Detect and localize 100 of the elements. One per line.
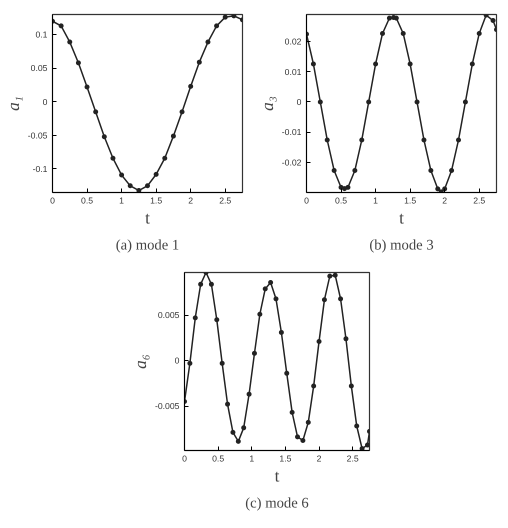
point [241,425,246,430]
point [345,184,350,190]
point [449,168,454,173]
y-tick-label: -0.02 [282,157,302,168]
x-axis-title: t [399,208,404,228]
point [327,274,332,279]
point [414,99,420,104]
point [324,138,330,142]
text: (c) mode 6 [245,496,309,512]
y-axis-title: a₃ [258,96,277,111]
x-tick-label: 0.5 [81,196,94,206]
y-tick-label: 0 [296,96,302,107]
point [400,31,406,36]
point [222,14,228,20]
point [435,186,440,192]
point [332,272,338,278]
y-tick-label: 0.02 [284,36,302,47]
point [188,84,194,89]
point [246,392,252,397]
y-tick-label: 0.005 [158,310,180,320]
x-tick-label: 0 [50,196,56,206]
point [428,168,434,173]
x-tick-label: 0 [304,196,310,206]
point [364,442,370,448]
point [462,99,468,104]
point [230,430,236,435]
point [306,420,311,425]
point [311,384,316,389]
y-tick-label: -0.05 [28,130,48,140]
point [338,296,344,302]
x-tick-label: 1 [249,454,254,464]
point [490,18,496,24]
y-axis-title: a₁ [4,96,23,111]
y-tick-label: 0.1 [35,30,48,40]
point [128,183,133,188]
y-tick-label: 0 [42,96,48,107]
point [192,315,198,320]
y-axis-title: a₆ [130,354,150,369]
point [290,410,295,415]
point [262,286,268,292]
point [373,61,378,66]
point [214,23,220,28]
point [318,99,323,104]
point [170,134,176,139]
point [162,156,168,161]
point [354,423,360,428]
point [205,40,210,45]
point [394,16,399,21]
point [366,99,372,104]
point [180,109,185,114]
point [273,296,278,302]
point [67,40,72,45]
point [300,438,306,444]
point [252,350,257,356]
point [225,402,230,407]
point [76,60,81,66]
point [196,60,202,65]
point [352,168,358,173]
point [214,317,220,322]
x-tick-label: 2.5 [346,454,359,464]
point [456,138,461,142]
point [208,282,214,287]
point [322,297,327,302]
point [220,360,225,366]
point [316,339,322,344]
point [58,23,64,28]
point [231,14,236,18]
point [476,31,482,36]
point [119,172,124,178]
point [408,61,413,66]
x-tick-label: 0.5 [335,196,348,206]
x-tick-label: 1 [373,196,378,206]
y-tick-label: 0.01 [284,66,302,77]
point [380,31,385,36]
point [93,109,98,114]
point [136,188,142,192]
y-tick-label: 0 [174,356,180,366]
y-tick-label: -0.1 [32,164,48,174]
x-tick-label: 1.5 [150,196,162,206]
point [145,183,150,188]
point [360,446,365,450]
point [84,84,90,90]
point [236,438,241,444]
x-tick-label: 2.5 [219,196,232,206]
point [110,156,116,161]
x-tick-label: 0 [182,454,188,464]
text: (b) mode 3 [369,238,434,254]
point [278,330,284,335]
point [348,384,354,389]
point [470,61,475,66]
point [187,360,192,366]
x-tick-label: 2.5 [473,196,486,206]
x-tick-label: 2 [316,454,322,464]
text: (a) mode 1 [116,238,180,254]
point [154,172,159,177]
point [295,434,300,440]
point [268,280,274,285]
x-tick-label: 2 [442,196,448,206]
point [421,138,426,142]
point [102,134,107,140]
